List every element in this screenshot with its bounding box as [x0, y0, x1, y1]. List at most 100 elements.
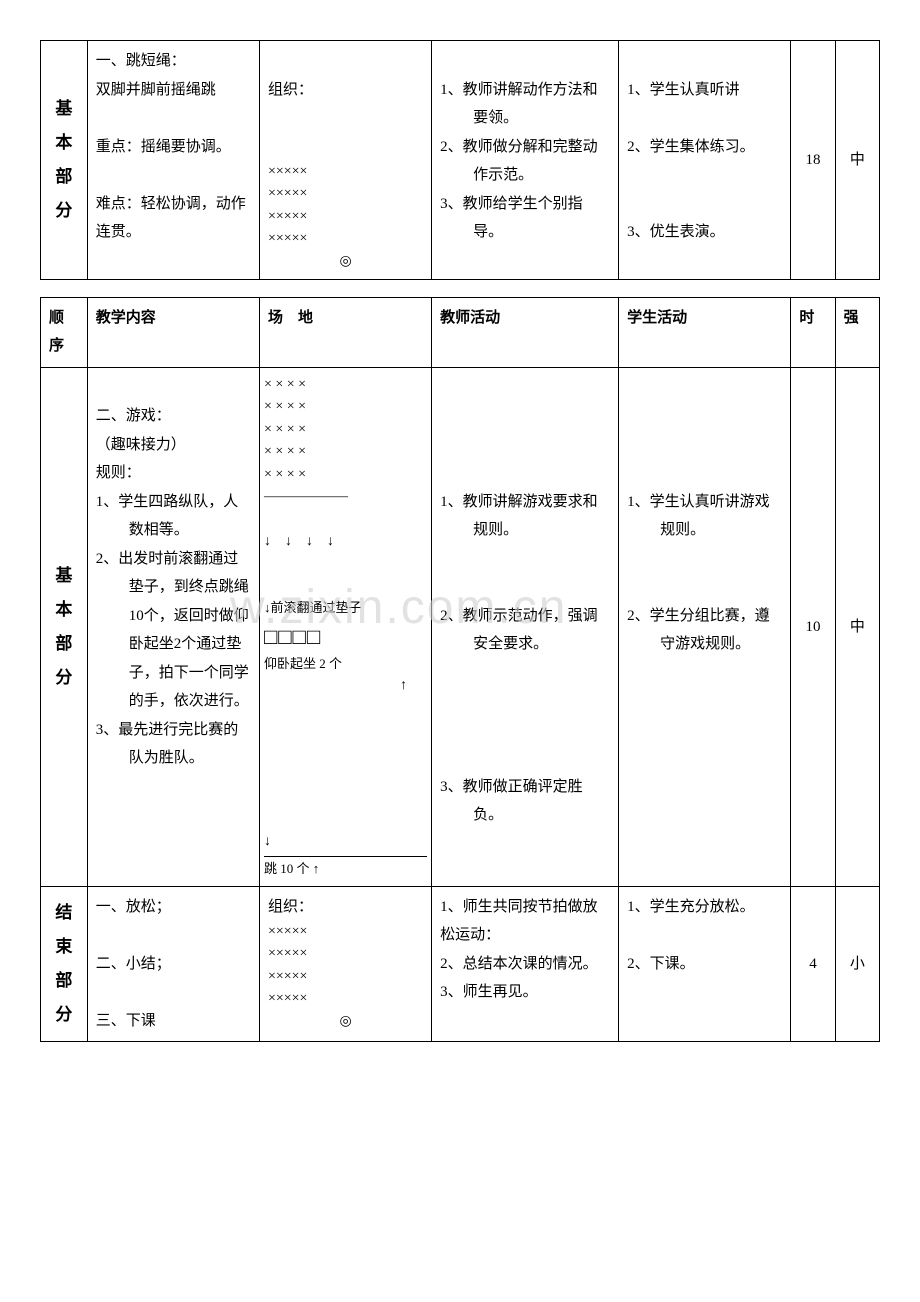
- formation-row: × × × ×: [264, 441, 427, 463]
- field-cell: 组织： ××××× ××××× ××××× ××××× ◎: [259, 886, 431, 1042]
- header-sequence: 顺序: [41, 297, 88, 367]
- time-value: 10: [806, 619, 821, 635]
- formation-row: ×××××: [268, 943, 423, 965]
- table-row: 基本部分 二、游戏： （趣味接力） 规则： 1、学生四路纵队，人数相等。 2、出…: [41, 367, 880, 886]
- rule-item: 3、最先进行完比赛的队为胜队。: [96, 716, 251, 773]
- header-teacher: 教师活动: [432, 297, 619, 367]
- teacher-item: 3、教师做正确评定胜负。: [440, 773, 610, 830]
- start-line: ――――――: [264, 486, 427, 508]
- student-item: 1、学生充分放松。: [627, 893, 782, 922]
- intensity-value: 中: [850, 152, 865, 168]
- teacher-item: 3、师生再见。: [440, 978, 610, 1007]
- field-label: 组织：: [268, 893, 423, 922]
- lesson-table-2: 顺序 教学内容 场 地 教师活动 学生活动 时 强 基本部分 二、游戏： （趣味…: [40, 297, 880, 1042]
- rules-label: 规则：: [96, 459, 251, 488]
- intensity-cell: 中: [835, 367, 879, 886]
- student-activity-cell: 1、学生充分放松。 2、下课。: [619, 886, 791, 1042]
- table-header-row: 顺序 教学内容 场 地 教师活动 学生活动 时 强: [41, 297, 880, 367]
- teacher-activity-cell: 1、教师讲解动作方法和要领。 2、教师做分解和完整动作示范。 3、教师给学生个别…: [432, 41, 619, 280]
- table-row: 基本部分 一、跳短绳： 双脚并脚前摇绳跳 重点：摇绳要协调。 难点：轻松协调，动…: [41, 41, 880, 280]
- teacher-item: 2、教师示范动作，强调安全要求。: [440, 602, 610, 659]
- game-subtitle: （趣味接力）: [96, 431, 251, 460]
- formation-row: × × × ×: [264, 419, 427, 441]
- student-item: 2、学生分组比赛，遵守游戏规则。: [627, 602, 782, 659]
- diff-label: 难点：: [96, 196, 141, 212]
- time-cell: 10: [791, 367, 835, 886]
- time-value: 18: [806, 152, 821, 168]
- student-item: 1、学生认真听讲游戏规则。: [627, 488, 782, 545]
- intensity-value: 中: [850, 619, 865, 635]
- field-label: 组织：: [268, 76, 423, 105]
- formation-row: ×××××: [268, 161, 423, 183]
- key-point: 重点：摇绳要协调。: [96, 133, 251, 162]
- teacher-activity-cell: 1、教师讲解游戏要求和规则。 2、教师示范动作，强调安全要求。 3、教师做正确评…: [432, 367, 619, 886]
- up-arrow-icon: ↑: [264, 675, 427, 697]
- table-row: 结束部分 一、放松； 二、小结； 三、下课 组织： ××××× ××××× ××…: [41, 886, 880, 1042]
- formation-row: ×××××: [268, 228, 423, 250]
- header-time: 时: [791, 297, 835, 367]
- teacher-position-mark: ◎: [268, 1011, 423, 1033]
- rule-item: 1、学生四路纵队，人数相等。: [96, 488, 251, 545]
- jump-label: 跳 10 个 ↑: [264, 856, 427, 880]
- section-text: 结束部分: [55, 903, 72, 1024]
- teaching-content-cell: 二、游戏： （趣味接力） 规则： 1、学生四路纵队，人数相等。 2、出发时前滚翻…: [87, 367, 259, 886]
- difficulty-point: 难点：轻松协调，动作连贯。: [96, 190, 251, 247]
- game-title: 二、游戏：: [96, 402, 251, 431]
- student-activity-cell: 1、学生认真听讲游戏规则。 2、学生分组比赛，遵守游戏规则。: [619, 367, 791, 886]
- content-title: 一、跳短绳：: [96, 47, 251, 76]
- situp-row: 仰卧起坐 2 个: [264, 654, 427, 675]
- teacher-item: 1、师生共同按节拍做放松运动：: [440, 893, 610, 950]
- formation-row: × × × ×: [264, 464, 427, 486]
- teacher-item: 1、教师讲解动作方法和要领。: [440, 76, 610, 133]
- situp-label: 仰卧起坐 2 个: [264, 656, 342, 671]
- formation-row: ×××××: [268, 921, 423, 943]
- student-item: 2、学生集体练习。: [627, 133, 782, 162]
- lesson-table-1: 基本部分 一、跳短绳： 双脚并脚前摇绳跳 重点：摇绳要协调。 难点：轻松协调，动…: [40, 40, 880, 280]
- student-activity-cell: 1、学生认真听讲 2、学生集体练习。 3、优生表演。: [619, 41, 791, 280]
- teacher-item: 2、教师做分解和完整动作示范。: [440, 133, 610, 190]
- formation-row: ×××××: [268, 988, 423, 1010]
- down-arrow-icon: ↓: [264, 831, 427, 853]
- teacher-item: 1、教师讲解游戏要求和规则。: [440, 488, 610, 545]
- teacher-position-mark: ◎: [268, 251, 423, 273]
- header-field: 场 地: [259, 297, 431, 367]
- teaching-content-cell: 一、跳短绳： 双脚并脚前摇绳跳 重点：摇绳要协调。 难点：轻松协调，动作连贯。: [87, 41, 259, 280]
- rule-item: 2、出发时前滚翻通过垫子，到终点跳绳10个，返回时做仰卧起坐2个通过垫子，拍下一…: [96, 545, 251, 716]
- teacher-item: 2、总结本次课的情况。: [440, 950, 610, 979]
- student-item: 2、下课。: [627, 950, 782, 979]
- student-item: 3、优生表演。: [627, 218, 782, 247]
- time-cell: 18: [791, 41, 835, 280]
- intensity-cell: 小: [835, 886, 879, 1042]
- field-cell: 组织： ××××× ××××× ××××× ××××× ◎: [259, 41, 431, 280]
- formation-row: ×××××: [268, 183, 423, 205]
- mat-boxes: □□□□: [264, 619, 427, 654]
- section-label-basic-2: 基本部分: [41, 367, 88, 886]
- direction-arrows: ↓ ↓ ↓ ↓: [264, 531, 427, 553]
- section-text: 基本部分: [55, 99, 72, 220]
- teacher-item: 3、教师给学生个别指导。: [440, 190, 610, 247]
- key-label: 重点：: [96, 139, 141, 155]
- section-label-end: 结束部分: [41, 886, 88, 1042]
- key-text: 摇绳要协调。: [141, 139, 231, 155]
- formation-row: ×××××: [268, 966, 423, 988]
- end-item: 一、放松；: [96, 893, 251, 922]
- formation-row: × × × ×: [264, 396, 427, 418]
- intensity-cell: 中: [835, 41, 879, 280]
- time-cell: 4: [791, 886, 835, 1042]
- formation-row: ×××××: [268, 206, 423, 228]
- intensity-value: 小: [850, 956, 865, 972]
- section-label-basic-1: 基本部分: [41, 41, 88, 280]
- field-cell: × × × × × × × × × × × × × × × × × × × × …: [259, 367, 431, 886]
- formation-row: × × × ×: [264, 374, 427, 396]
- teacher-activity-cell: 1、师生共同按节拍做放松运动： 2、总结本次课的情况。 3、师生再见。: [432, 886, 619, 1042]
- time-value: 4: [809, 956, 817, 972]
- teaching-content-cell: 一、放松； 二、小结； 三、下课: [87, 886, 259, 1042]
- header-student: 学生活动: [619, 297, 791, 367]
- content-desc: 双脚并脚前摇绳跳: [96, 76, 251, 105]
- header-content: 教学内容: [87, 297, 259, 367]
- student-item: 1、学生认真听讲: [627, 76, 782, 105]
- mat-label: ↓前滚翻通过垫子: [264, 598, 427, 619]
- end-item: 二、小结；: [96, 950, 251, 979]
- end-item: 三、下课: [96, 1007, 251, 1036]
- section-text: 基本部分: [55, 566, 72, 687]
